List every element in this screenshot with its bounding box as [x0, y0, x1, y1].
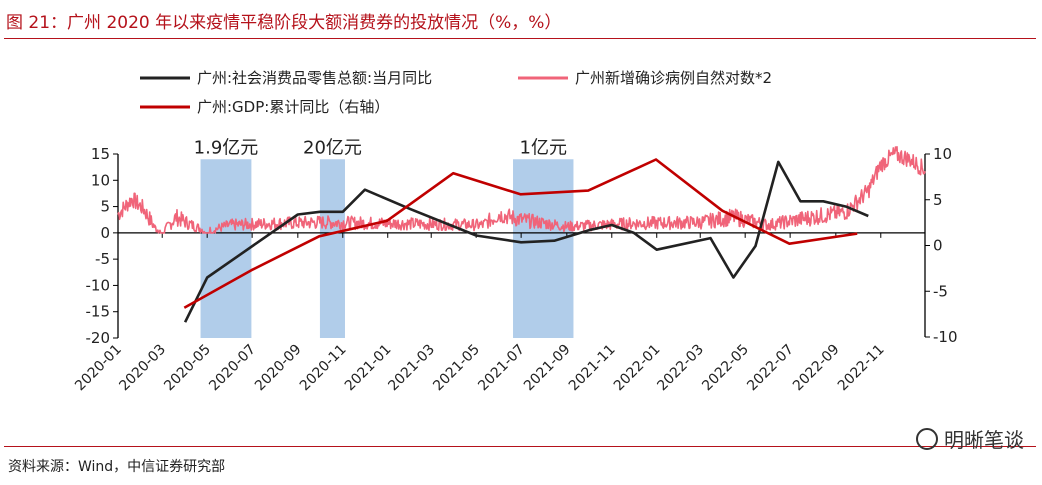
wechat-icon: [916, 428, 938, 450]
x-tick-label: 2022-05: [699, 342, 752, 395]
x-tick-label: 2022-07: [744, 342, 797, 395]
footer-rule: [4, 446, 1036, 447]
right-tick-label: 10: [933, 145, 952, 163]
x-tick-label: 2021-09: [521, 342, 574, 395]
watermark: 明晰笔谈: [916, 424, 1024, 453]
right-tick-label: -10: [933, 328, 958, 346]
highlight-band: [319, 159, 345, 338]
highlight-band: [513, 159, 574, 338]
x-tick-label: 2022-09: [790, 342, 843, 395]
left-tick-label: -20: [86, 329, 111, 347]
left-tick-label: -5: [95, 250, 110, 268]
watermark-text: 明晰笔谈: [944, 428, 1024, 452]
source-note: 资料来源：Wind，中信证券研究部: [8, 459, 226, 475]
x-tick-label: 2020-03: [116, 342, 169, 395]
right-tick-label: 5: [933, 191, 943, 209]
legend: 广州:社会消费品零售总额:当月同比 广州新增确诊病例自然对数*2 广州:GDP:累计…: [140, 69, 772, 116]
left-tick-label: 5: [100, 198, 110, 216]
x-tick-label: 2021-11: [566, 342, 619, 395]
x-tick-label: 2022-01: [611, 342, 664, 395]
x-tick-label: 2022-03: [654, 342, 707, 395]
x-tick-label: 2020-11: [297, 342, 350, 395]
band-label: 20亿元: [303, 137, 362, 158]
x-tick-label: 2020-09: [252, 342, 305, 395]
series-line-retail: [183, 160, 869, 323]
x-tick-label: 2021-05: [430, 342, 483, 395]
right-tick-label: -5: [933, 282, 948, 300]
legend-label: 广州:社会消费品零售总额:当月同比: [197, 69, 432, 87]
left-tick-label: 10: [91, 171, 110, 189]
series-line-cases: [117, 146, 926, 234]
x-tick-label: 2022-11: [835, 342, 888, 395]
series-line-gdp: [183, 158, 858, 309]
x-tick-label: 2021-01: [342, 342, 395, 395]
series-lines: [117, 146, 926, 323]
x-tick-label: 2020-07: [206, 342, 259, 395]
left-tick-label: 0: [100, 224, 110, 242]
left-tick-label: -15: [86, 303, 111, 321]
legend-label: 广州新增确诊病例自然对数*2: [575, 69, 772, 87]
x-tick-label: 2020-01: [72, 342, 125, 395]
band-label: 1亿元: [520, 137, 567, 158]
left-tick-label: -10: [86, 276, 111, 294]
band-label: 1.9亿元: [194, 137, 259, 158]
right-tick-label: 0: [933, 237, 943, 255]
left-tick-label: 15: [91, 145, 110, 163]
x-tick-label: 2020-05: [161, 342, 214, 395]
x-tick-label: 2021-03: [385, 342, 438, 395]
highlight-band: [200, 159, 252, 338]
legend-label: 广州:GDP:累计同比（右轴）: [197, 98, 389, 116]
highlight-bands: 1.9亿元 20亿元 1亿元: [194, 137, 574, 338]
title-rule: [4, 38, 1036, 39]
figure-title: 图 21：广州 2020 年以来疫情平稳阶段大额消费券的投放情况（%，%）: [6, 13, 562, 33]
x-tick-label: 2021-07: [475, 342, 528, 395]
